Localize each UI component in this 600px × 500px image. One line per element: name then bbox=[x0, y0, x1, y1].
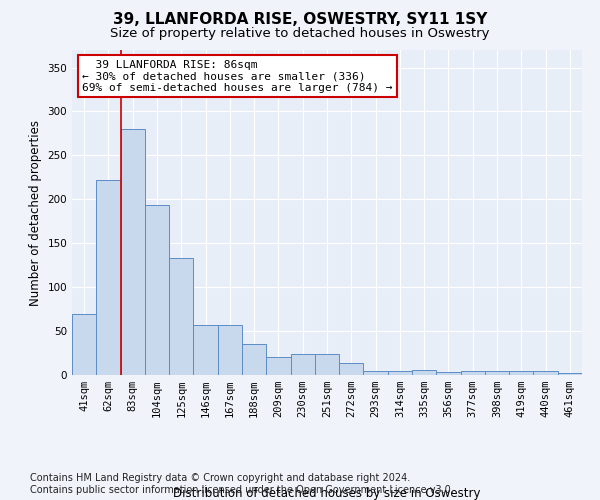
Bar bbox=[436, 372, 461, 375]
Text: 39, LLANFORDA RISE, OSWESTRY, SY11 1SY: 39, LLANFORDA RISE, OSWESTRY, SY11 1SY bbox=[113, 12, 487, 28]
Y-axis label: Number of detached properties: Number of detached properties bbox=[29, 120, 42, 306]
Bar bbox=[533, 370, 558, 375]
Bar bbox=[315, 354, 339, 375]
Bar bbox=[290, 354, 315, 375]
Bar bbox=[169, 258, 193, 375]
Bar bbox=[242, 344, 266, 375]
Bar bbox=[558, 373, 582, 375]
Bar bbox=[266, 356, 290, 375]
Text: Contains HM Land Registry data © Crown copyright and database right 2024.
Contai: Contains HM Land Registry data © Crown c… bbox=[30, 474, 454, 495]
Bar bbox=[485, 370, 509, 375]
Bar bbox=[96, 180, 121, 375]
Text: 39 LLANFORDA RISE: 86sqm
← 30% of detached houses are smaller (336)
69% of semi-: 39 LLANFORDA RISE: 86sqm ← 30% of detach… bbox=[82, 60, 392, 93]
Bar bbox=[412, 370, 436, 375]
Bar bbox=[339, 362, 364, 375]
X-axis label: Distribution of detached houses by size in Oswestry: Distribution of detached houses by size … bbox=[173, 487, 481, 500]
Bar bbox=[461, 372, 485, 375]
Bar bbox=[364, 370, 388, 375]
Bar bbox=[388, 370, 412, 375]
Bar bbox=[72, 314, 96, 375]
Text: Size of property relative to detached houses in Oswestry: Size of property relative to detached ho… bbox=[110, 28, 490, 40]
Bar bbox=[509, 370, 533, 375]
Bar bbox=[193, 325, 218, 375]
Bar bbox=[218, 325, 242, 375]
Bar bbox=[121, 129, 145, 375]
Bar bbox=[145, 206, 169, 375]
